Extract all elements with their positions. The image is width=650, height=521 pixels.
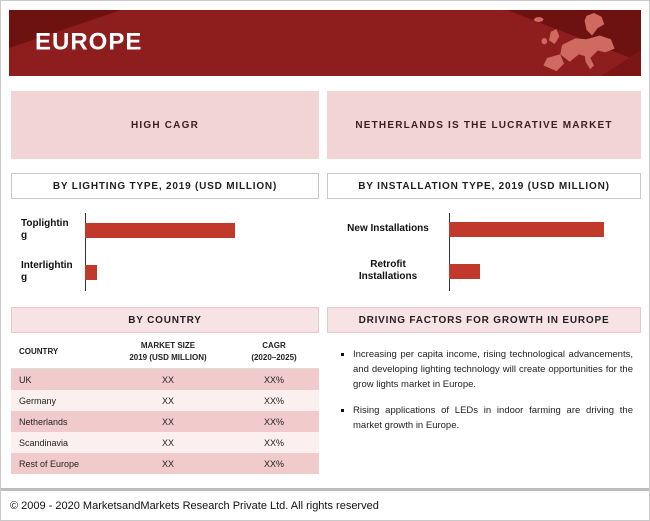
list-item: Rising applications of LEDs in indoor fa…	[353, 403, 633, 433]
table-row: Netherlands XX XX%	[11, 411, 319, 432]
driving-factors-section: Increasing per capita income, rising tec…	[327, 335, 641, 443]
bar-new-installations	[449, 221, 604, 237]
bar-label-new-installations: New Installations	[347, 222, 429, 234]
column-header-market-size: MARKET SIZE 2019 (USD MILLION)	[129, 341, 207, 362]
driving-factors-header: DRIVING FACTORS FOR GROWTH IN EUROPE	[327, 307, 641, 333]
bar-retrofit-installations	[449, 263, 480, 279]
cell-country: Netherlands	[19, 416, 68, 427]
lighting-type-chart: Toplighting Interlighting	[11, 205, 319, 301]
cell-cagr: XX%	[263, 374, 284, 385]
column-header-cagr: CAGR (2020–2025)	[251, 341, 297, 362]
copyright-text: © 2009 - 2020 MarketsandMarkets Research…	[10, 500, 379, 512]
by-country-header: BY COUNTRY	[11, 307, 319, 333]
cell-market-size: XX	[161, 437, 174, 448]
banner: EUROPE	[9, 10, 641, 76]
bar-track	[449, 221, 604, 237]
bar-interlighting	[85, 264, 97, 280]
bar-track	[85, 264, 235, 280]
cell-market-size: XX	[161, 374, 174, 385]
installation-type-chart: New Installations Retrofit Installations	[327, 205, 641, 301]
country-table: COUNTRY MARKET SIZE 2019 (USD MILLION) C…	[11, 335, 319, 474]
bar-label-retrofit-installations: Retrofit Installations	[358, 258, 418, 283]
chart-axis	[449, 213, 450, 291]
cell-cagr: XX%	[263, 458, 284, 469]
cell-country: Rest of Europe	[19, 458, 80, 469]
highlight-high-cagr: HIGH CAGR	[11, 91, 319, 159]
cell-market-size: XX	[161, 458, 174, 469]
table-row: Scandinavia XX XX%	[11, 432, 319, 453]
column-header-country: COUNTRY	[19, 346, 59, 356]
cell-country: Germany	[19, 395, 57, 406]
driving-factors-list: Increasing per capita income, rising tec…	[337, 347, 633, 433]
bar-track	[449, 263, 604, 279]
europe-map-icon	[529, 13, 629, 73]
bar-row-retrofit-installations: Retrofit Installations	[327, 255, 641, 287]
lighting-type-header: BY LIGHTING TYPE, 2019 (USD MILLION)	[11, 173, 319, 199]
bar-toplighting	[85, 222, 235, 238]
bar-label-interlighting: Interlighting	[21, 259, 73, 284]
bar-row-toplighting: Toplighting	[11, 217, 319, 243]
table-row: Rest of Europe XX XX%	[11, 453, 319, 474]
table-header-row: COUNTRY MARKET SIZE 2019 (USD MILLION) C…	[11, 335, 319, 369]
cell-cagr: XX%	[263, 395, 284, 406]
list-item: Increasing per capita income, rising tec…	[353, 347, 633, 393]
cell-country: Scandinavia	[19, 437, 69, 448]
cell-market-size: XX	[161, 395, 174, 406]
cell-market-size: XX	[161, 416, 174, 427]
footer-divider	[1, 488, 649, 491]
page-title: EUROPE	[35, 28, 143, 56]
cell-cagr: XX%	[263, 437, 284, 448]
cell-country: UK	[19, 374, 32, 385]
bar-track	[85, 222, 235, 238]
table-row: UK XX XX%	[11, 369, 319, 390]
bar-label-toplighting: Toplighting	[21, 217, 69, 242]
installation-type-header: BY INSTALLATION TYPE, 2019 (USD MILLION)	[327, 173, 641, 199]
cell-cagr: XX%	[263, 416, 284, 427]
bar-row-interlighting: Interlighting	[11, 259, 319, 285]
bar-row-new-installations: New Installations	[327, 213, 641, 245]
highlight-netherlands: NETHERLANDS IS THE LUCRATIVE MARKET	[327, 91, 641, 159]
chart-axis	[85, 213, 86, 291]
table-row: Germany XX XX%	[11, 390, 319, 411]
